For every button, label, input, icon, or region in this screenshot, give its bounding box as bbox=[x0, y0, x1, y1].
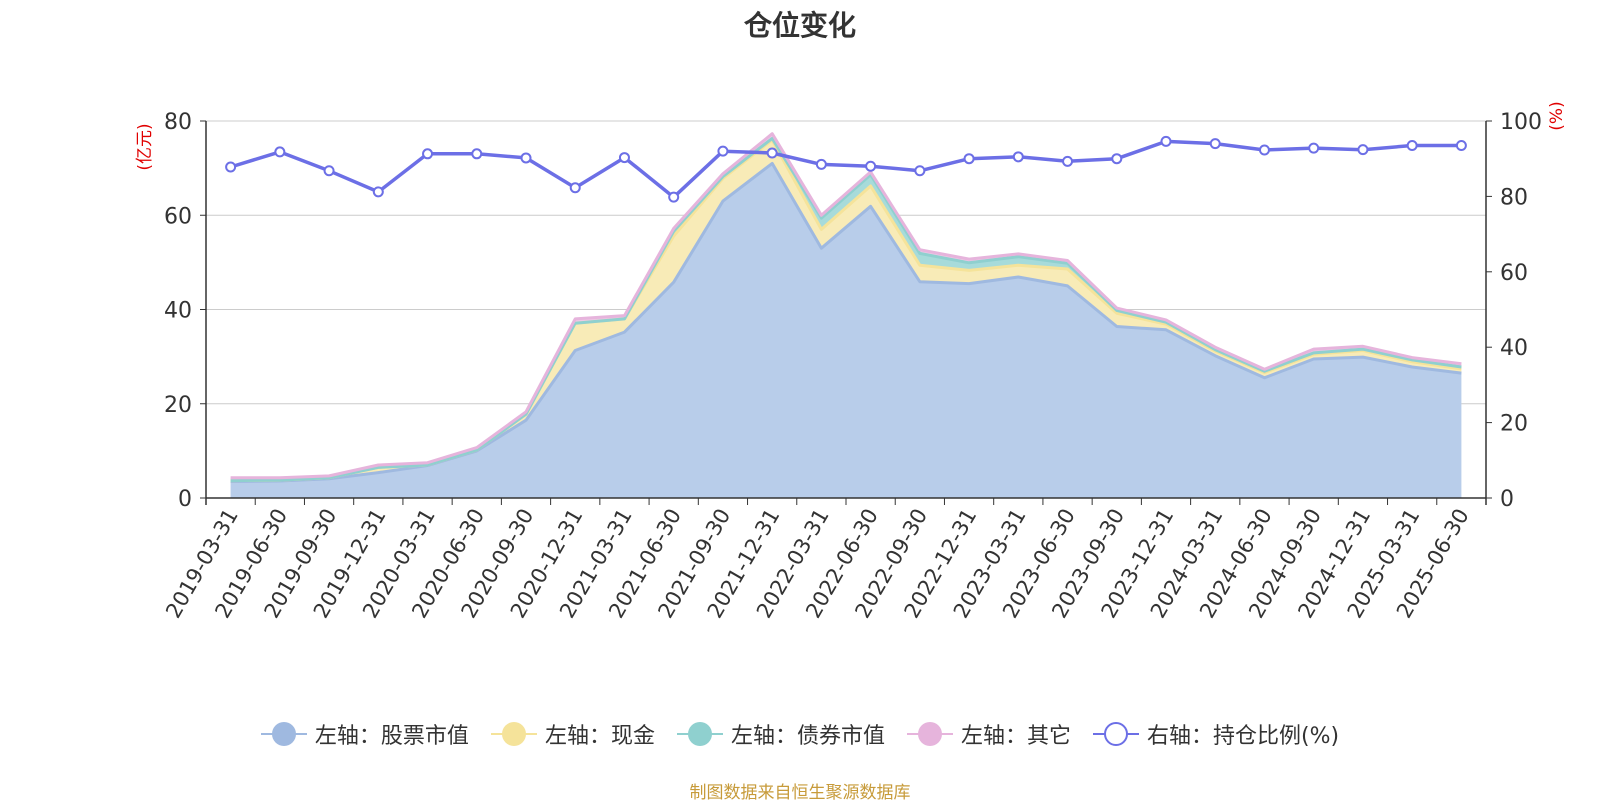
legend-item[interactable]: 左轴：债券市值 bbox=[676, 718, 885, 750]
right-tick-label: 40 bbox=[1500, 336, 1528, 361]
legend-item[interactable]: 左轴：现金 bbox=[490, 718, 655, 750]
line-point bbox=[618, 152, 630, 164]
legend-label: 右轴：持仓比例(%) bbox=[1146, 724, 1340, 749]
line-point bbox=[1062, 155, 1074, 167]
line-point bbox=[1455, 140, 1467, 152]
right-tick-label: 80 bbox=[1500, 185, 1528, 210]
line-point bbox=[274, 146, 286, 158]
area-line-series-3 bbox=[230, 136, 1462, 483]
line-point bbox=[865, 160, 877, 172]
line-point bbox=[569, 182, 581, 194]
legend-item[interactable]: 左轴：股票市值 bbox=[260, 718, 469, 750]
line-series-holding-ratio bbox=[230, 139, 1462, 199]
line-point bbox=[1406, 140, 1418, 152]
right-tick-label: 0 bbox=[1500, 487, 1514, 512]
left-tick-label: 0 bbox=[178, 487, 192, 512]
right-axis-title: (%) bbox=[1547, 101, 1567, 130]
line-point bbox=[1012, 151, 1024, 163]
line-point bbox=[422, 148, 434, 160]
legend-marker-icon bbox=[906, 722, 953, 746]
area-line-series-4 bbox=[230, 132, 1462, 480]
left-tick-label: 80 bbox=[164, 110, 192, 135]
line-point bbox=[766, 147, 778, 159]
line-point bbox=[815, 158, 827, 170]
line-point bbox=[963, 153, 975, 165]
legend-label: 左轴：其它 bbox=[960, 724, 1071, 749]
area-series-2 bbox=[230, 139, 1462, 482]
line-point bbox=[1160, 135, 1172, 147]
line-point bbox=[372, 186, 384, 198]
line-point bbox=[323, 165, 335, 177]
data-source-note: 制图数据来自恒生聚源数据库 bbox=[689, 783, 911, 803]
legend-label: 左轴：现金 bbox=[544, 724, 655, 749]
right-tick-label: 100 bbox=[1500, 110, 1542, 135]
line-point bbox=[914, 165, 926, 177]
legend-marker-icon bbox=[1092, 722, 1139, 746]
legend-label: 左轴：股票市值 bbox=[314, 724, 469, 749]
right-tick-label: 60 bbox=[1500, 261, 1528, 286]
right-tick-label: 20 bbox=[1500, 412, 1528, 437]
legend-label: 左轴：债券市值 bbox=[730, 724, 885, 749]
line-point bbox=[1357, 144, 1369, 156]
legend-marker-icon bbox=[676, 722, 723, 746]
line-point bbox=[225, 161, 237, 173]
line-point bbox=[471, 148, 483, 160]
line-point bbox=[1111, 153, 1123, 165]
left-tick-label: 60 bbox=[164, 204, 192, 229]
line-point bbox=[1308, 142, 1320, 154]
area-series-1 bbox=[230, 163, 1462, 498]
line-point bbox=[1209, 138, 1221, 150]
line-point bbox=[1258, 144, 1270, 156]
legend-item[interactable]: 右轴：持仓比例(%) bbox=[1092, 718, 1340, 750]
legend-marker-icon bbox=[490, 722, 537, 746]
left-tick-label: 20 bbox=[164, 393, 192, 418]
left-axis-title: (亿元) bbox=[135, 123, 155, 170]
chart-legend: 左轴：股票市值 左轴：现金 左轴：债券市值 左轴：其它 右轴：持仓比例(%) bbox=[0, 718, 1600, 750]
line-point bbox=[520, 152, 532, 164]
left-tick-label: 40 bbox=[164, 299, 192, 324]
line-point bbox=[717, 145, 729, 157]
legend-item[interactable]: 左轴：其它 bbox=[906, 718, 1071, 750]
line-point bbox=[668, 191, 680, 203]
chart-title: 仓位变化 bbox=[743, 9, 856, 42]
legend-marker-icon bbox=[260, 722, 307, 746]
